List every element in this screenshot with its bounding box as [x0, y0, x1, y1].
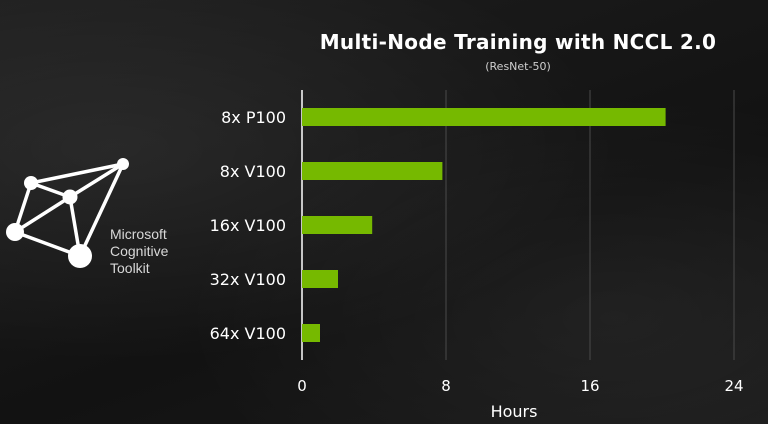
bar — [302, 216, 373, 234]
x-tick-label: 8 — [441, 377, 451, 395]
cntk-logo-text: Microsoft Cognitive Toolkit — [110, 226, 168, 277]
logo-line-2: Cognitive — [110, 243, 169, 259]
bar — [302, 270, 338, 288]
logo-line-1: Microsoft — [110, 226, 167, 242]
bar — [302, 108, 666, 126]
category-label: 64x V100 — [210, 324, 286, 343]
category-label: 8x P100 — [221, 108, 286, 127]
x-tick-label: 24 — [724, 377, 743, 395]
category-label: 16x V100 — [210, 216, 286, 235]
logo-line-3: Toolkit — [110, 260, 150, 276]
bar — [302, 324, 320, 342]
chart-title: Multi-Node Training with NCCL 2.0 — [319, 30, 717, 54]
x-axis-title: Hours — [491, 402, 538, 421]
cntk-logo-icon — [6, 158, 129, 268]
chart-subtitle: (ResNet-50) — [485, 60, 551, 73]
x-tick-label: 16 — [580, 377, 599, 395]
category-label: 8x V100 — [220, 162, 286, 181]
bar — [302, 162, 443, 180]
category-label: 32x V100 — [210, 270, 286, 289]
x-tick-label: 0 — [297, 377, 307, 395]
